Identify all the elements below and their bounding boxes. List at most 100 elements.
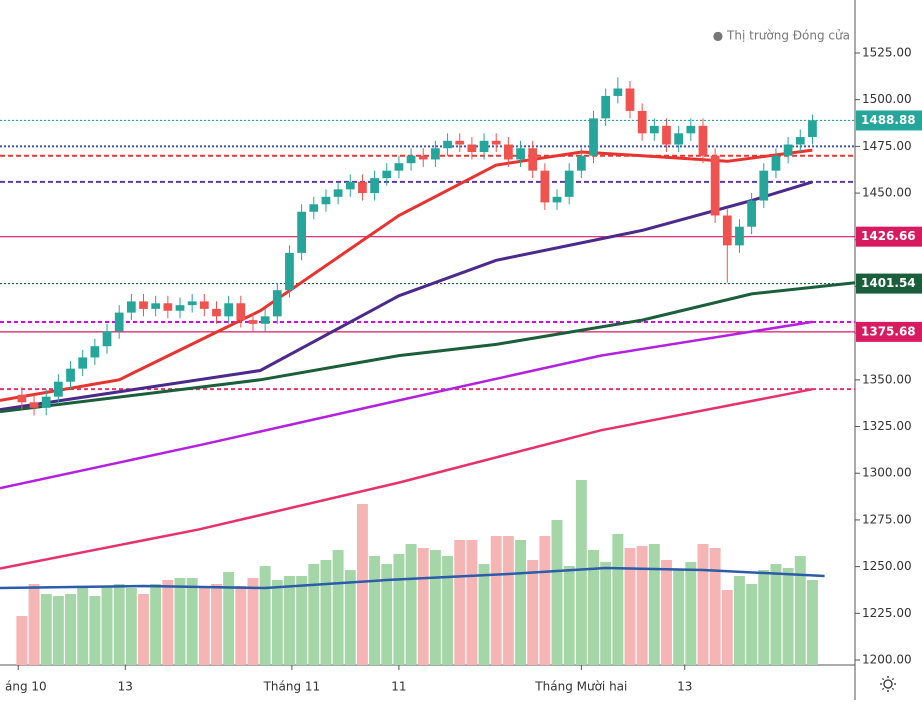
- candle-body: [686, 125, 696, 134]
- volume-bar: [356, 504, 368, 665]
- volume-bar: [186, 578, 198, 665]
- x-tick-label: áng 10: [5, 680, 47, 694]
- volume-bar: [502, 536, 514, 665]
- volume-bar: [52, 596, 64, 665]
- volume-bar: [636, 546, 648, 665]
- volume-bar: [125, 588, 137, 665]
- price-label-box: [856, 273, 922, 294]
- volume-bar: [150, 584, 162, 665]
- candle-body: [126, 301, 136, 313]
- candle-body: [78, 357, 88, 369]
- y-tick-label: 1450.00: [862, 186, 912, 200]
- price-label-box: [856, 321, 922, 342]
- volume-bar: [466, 540, 478, 665]
- candle-body: [795, 137, 805, 145]
- volume-bar: [758, 570, 770, 665]
- volume-bar: [320, 560, 332, 665]
- candle-body: [272, 290, 282, 317]
- volume-bar: [515, 540, 527, 665]
- volume-ma-line: [0, 566, 825, 590]
- candle-body: [601, 95, 611, 119]
- candle-body: [260, 316, 270, 324]
- volume-bar: [223, 572, 235, 665]
- candle-body: [808, 120, 817, 138]
- price-label: 1426.66: [861, 229, 916, 243]
- candle-body: [637, 110, 647, 134]
- volume-bar: [40, 594, 52, 665]
- volume-bar: [211, 584, 222, 665]
- volume-bar: [721, 590, 733, 665]
- candle-body: [576, 155, 586, 171]
- volume-bar: [429, 550, 441, 665]
- volume-bar: [454, 540, 466, 665]
- candle-body: [443, 140, 452, 149]
- y-tick-label: 1350.00: [862, 372, 912, 386]
- candle-body: [248, 320, 258, 324]
- candle-body: [199, 301, 209, 309]
- candle-body: [163, 303, 173, 311]
- volume-bar: [575, 480, 587, 665]
- x-tick-label: Tháng Mười hai: [534, 680, 627, 694]
- volume-bar: [138, 594, 149, 665]
- candle-body: [187, 301, 197, 306]
- x-tick-label: Tháng 11: [263, 680, 321, 694]
- candle-body: [345, 181, 355, 190]
- candle-body: [41, 396, 51, 408]
- moving-average: [0, 387, 813, 570]
- candle-body: [17, 394, 27, 403]
- volume-bar: [782, 568, 794, 665]
- volume-bar: [28, 584, 40, 665]
- volume-bar: [624, 548, 636, 665]
- candle-body: [674, 133, 684, 145]
- volume-bar: [539, 536, 551, 665]
- volume-bar: [563, 566, 575, 665]
- candle-body: [382, 170, 392, 179]
- legend: ● Thị trường Đóng cửa: [713, 29, 850, 43]
- price-label: 1401.54: [861, 276, 916, 290]
- volume-bar: [661, 560, 672, 665]
- candle-body: [528, 148, 538, 171]
- candle-body: [625, 88, 635, 111]
- candle-body: [783, 144, 793, 156]
- volume-bar: [478, 564, 490, 665]
- volume-bar: [381, 564, 393, 665]
- y-tick-label: 1525.00: [862, 46, 912, 60]
- volume-bar: [65, 594, 77, 665]
- candle-body: [771, 155, 781, 171]
- volume-bar: [770, 564, 782, 665]
- settings-icon[interactable]: [880, 676, 896, 692]
- volume-bar: [332, 550, 344, 665]
- candle-body: [455, 140, 465, 145]
- candle-body: [540, 170, 550, 203]
- volume-bar: [393, 554, 405, 665]
- volume-bar: [733, 576, 745, 665]
- candle-body: [297, 211, 306, 253]
- candle-body: [333, 189, 343, 197]
- x-tick-label: 13: [118, 680, 133, 694]
- volume-bar: [551, 520, 563, 665]
- candle-body: [613, 88, 623, 96]
- volume-bar: [77, 588, 89, 665]
- candle-body: [151, 303, 161, 309]
- price-label: 1488.88: [861, 113, 916, 127]
- volume-bar: [685, 562, 697, 665]
- candle-body: [54, 381, 63, 397]
- moving-average: [0, 148, 813, 402]
- candle-body: [285, 252, 294, 291]
- candle-body: [698, 125, 708, 156]
- candle-body: [394, 163, 404, 171]
- volume-bar: [697, 544, 709, 665]
- candle-body: [309, 204, 319, 212]
- candle-body: [552, 196, 562, 203]
- price-label-box: [856, 110, 922, 131]
- price-label-box: [856, 226, 922, 247]
- volume-bar: [673, 570, 685, 665]
- candle-body: [236, 303, 246, 321]
- candle-body: [212, 308, 221, 317]
- candle-body: [321, 196, 331, 205]
- candle-body: [589, 118, 598, 156]
- candle-body: [29, 402, 39, 408]
- candle-body: [66, 368, 75, 382]
